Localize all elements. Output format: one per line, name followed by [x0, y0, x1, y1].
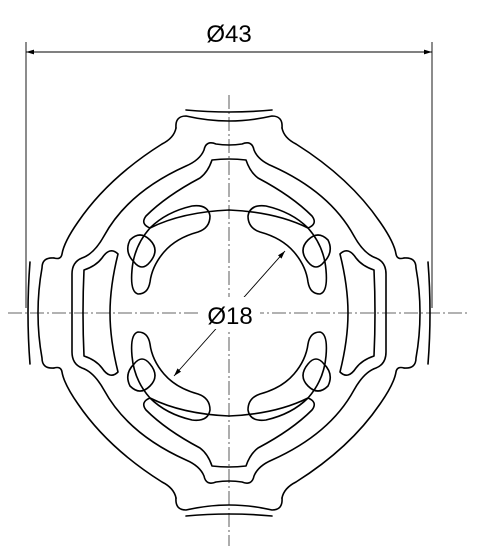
inner-diameter-dimension: Ø18 [173, 250, 286, 377]
outer-profile [27, 109, 431, 517]
central-core [130, 204, 328, 422]
inner-label-background [200, 297, 260, 329]
outer-diameter-dimension: Ø43 [25, 21, 433, 308]
inner-diameter-label: Ø18 [207, 303, 252, 330]
inner-wall [71, 142, 387, 484]
outer-diameter-label: Ø43 [206, 21, 251, 48]
